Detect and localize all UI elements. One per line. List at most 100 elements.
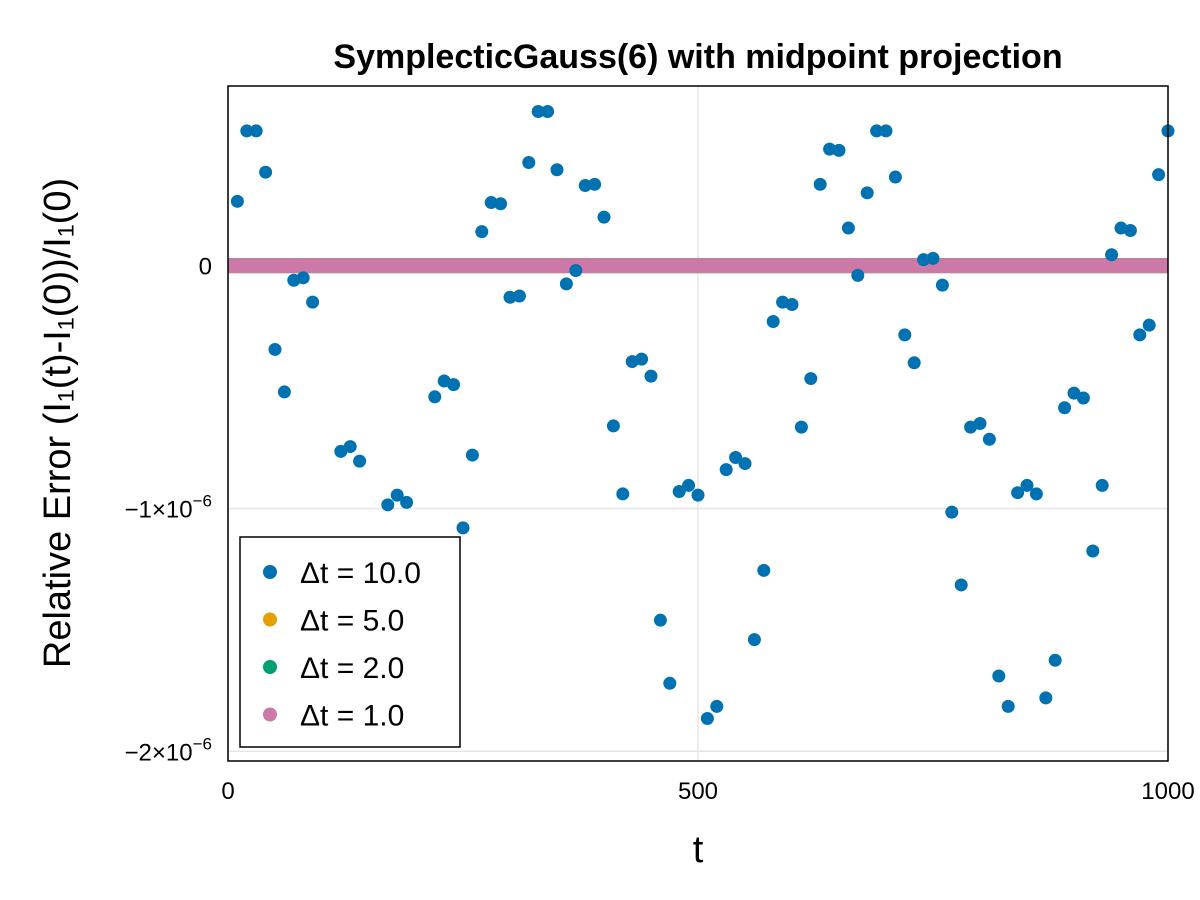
legend-label: Δt = 1.0 xyxy=(300,700,404,733)
x-tick-label: 0 xyxy=(221,778,234,805)
data-point xyxy=(559,277,573,291)
y-tick-label: 0 xyxy=(199,254,212,281)
legend-marker xyxy=(263,660,277,674)
data-point xyxy=(249,124,263,138)
data-point xyxy=(353,454,367,468)
data-point xyxy=(992,669,1006,683)
data-point xyxy=(663,676,677,690)
data-point xyxy=(522,155,536,169)
y-tick-mantissa: −2×10 xyxy=(125,739,193,766)
data-point xyxy=(475,225,489,239)
chart-title: SymplecticGauss(6) with midpoint project… xyxy=(333,38,1062,76)
data-point xyxy=(888,170,902,184)
data-point xyxy=(682,478,696,492)
data-point xyxy=(1020,478,1034,492)
data-point xyxy=(343,440,357,454)
data-point xyxy=(428,390,442,404)
data-point xyxy=(1001,699,1015,713)
data-point xyxy=(381,498,395,512)
data-point xyxy=(1039,691,1053,705)
data-point xyxy=(1152,168,1166,182)
y-tick-exponent: −6 xyxy=(193,734,212,753)
data-point xyxy=(879,124,893,138)
data-point xyxy=(841,221,855,235)
legend-marker xyxy=(263,565,277,579)
legend-marker xyxy=(263,707,277,722)
x-axis-label: t xyxy=(693,829,704,871)
data-point xyxy=(635,352,649,366)
data-point xyxy=(926,251,940,265)
plot-frame xyxy=(227,85,1169,762)
data-point xyxy=(597,210,611,224)
data-point xyxy=(550,163,564,177)
y-tick-exponent: −6 xyxy=(193,491,212,510)
data-point xyxy=(259,165,273,179)
data-point xyxy=(691,488,705,502)
data-point xyxy=(1123,223,1137,237)
data-point xyxy=(400,495,414,509)
data-point xyxy=(898,328,912,342)
data-point xyxy=(1105,248,1119,262)
y-axis-label: Relative Error (I₁(t)-I₁(0))/I₁(0) xyxy=(37,178,79,668)
data-point xyxy=(1142,318,1156,332)
data-point xyxy=(230,194,244,208)
data-point xyxy=(296,271,310,285)
data-point xyxy=(447,378,461,392)
data-point xyxy=(719,463,733,477)
legend-label: Δt = 10.0 xyxy=(300,557,421,590)
data-point xyxy=(935,278,949,292)
data-point xyxy=(738,457,752,471)
data-point xyxy=(653,613,667,627)
data-point xyxy=(804,372,818,386)
data-point xyxy=(644,369,658,383)
data-point xyxy=(616,487,630,501)
data-point xyxy=(268,342,282,356)
data-point xyxy=(277,385,291,399)
data-point xyxy=(306,295,320,309)
data-point xyxy=(700,712,714,726)
data-point xyxy=(860,186,874,200)
legend-marker xyxy=(263,612,277,627)
data-point xyxy=(954,578,968,592)
data-point xyxy=(541,104,555,118)
x-tick-label: 500 xyxy=(678,778,718,805)
legend: Δt = 10.0 Δt = 5.0 Δt = 2.0 Δt = 1.0 xyxy=(239,536,461,748)
data-point xyxy=(729,450,743,464)
y-tick-label: −1×10−6 xyxy=(125,491,212,523)
data-point xyxy=(851,268,865,282)
data-point xyxy=(606,419,620,433)
data-point xyxy=(832,143,846,157)
y-tick-label: −2×10−6 xyxy=(125,734,212,766)
data-point xyxy=(569,264,583,278)
x-axis-ticks: 0 500 1000 xyxy=(221,778,1194,805)
data-point xyxy=(945,505,959,519)
y-axis-ticks: 0−1×10−6−2×10−6 xyxy=(125,254,212,767)
data-point xyxy=(390,488,404,502)
data-point xyxy=(907,356,921,370)
data-point xyxy=(766,315,780,329)
legend-label: Δt = 2.0 xyxy=(300,652,404,685)
data-point xyxy=(1011,486,1025,500)
data-point xyxy=(1095,478,1109,492)
data-point xyxy=(1076,391,1090,405)
data-point xyxy=(494,197,508,211)
legend-label: Δt = 5.0 xyxy=(300,605,404,638)
x-tick-label: 1000 xyxy=(1141,778,1194,805)
data-point xyxy=(1086,544,1100,558)
data-point xyxy=(794,420,808,434)
y-tick-mantissa: −1×10 xyxy=(125,496,193,523)
data-point xyxy=(456,521,470,535)
data-point xyxy=(785,298,799,312)
data-point xyxy=(672,484,686,498)
data-point xyxy=(710,699,724,713)
data-point xyxy=(982,432,996,446)
data-point xyxy=(757,563,771,577)
scatter-points xyxy=(230,104,1175,726)
data-point xyxy=(1058,401,1072,415)
data-point xyxy=(747,633,761,647)
data-point xyxy=(240,124,254,138)
y-tick-mantissa: 0 xyxy=(199,254,212,281)
data-point xyxy=(588,177,602,191)
